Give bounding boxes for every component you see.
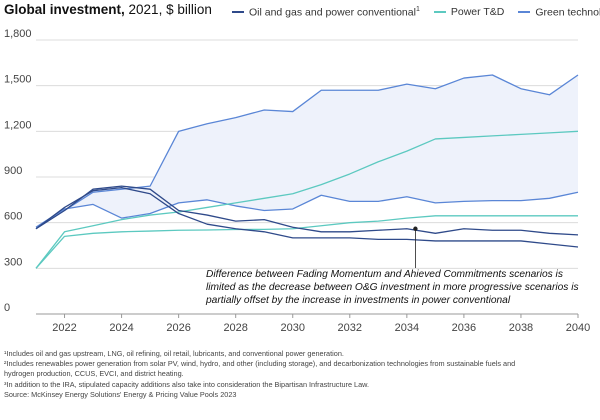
scenario-range-band (36, 75, 578, 229)
y-tick-label: 900 (4, 165, 22, 177)
power-t-d-series-line (35, 215, 578, 269)
title-bold: Global investment, (4, 2, 125, 17)
oil-and-gas-and-power-conventional-series-line (35, 185, 579, 236)
power-t-d-series-line (35, 130, 579, 269)
x-tick-label: 2040 (566, 322, 590, 334)
page-title: Global investment, 2021, $ billion (4, 2, 212, 17)
legend-swatch-power-td (433, 11, 446, 14)
footnote-2: ²Includes renewables power generation fr… (4, 359, 516, 369)
legend-item-green-tech: Green technologies2 (518, 6, 600, 19)
x-tick-label: 2022 (52, 322, 76, 334)
footnote-2-cont: hydrogen production, CCUS, EVCI, and dis… (4, 369, 184, 379)
x-tick-label: 2034 (395, 322, 419, 334)
source-note: Source: McKinsey Energy Solutions' Energ… (4, 389, 237, 399)
x-tick-label: 2032 (338, 322, 362, 334)
legend-swatch-green-tech (518, 11, 531, 14)
legend-item-power-td: Power T&D (433, 6, 505, 19)
footnotes: ¹Includes oil and gas upstream, LNG, oil… (4, 349, 596, 400)
x-tick-label: 2038 (509, 322, 533, 334)
y-tick-label: 300 (4, 256, 22, 268)
legend-label-power-td: Power T&D (450, 6, 505, 19)
legend-label-green-tech: Green technologies2 (535, 6, 600, 19)
oil-and-gas-and-power-conventional-series-line (35, 187, 579, 248)
footnote-1: ¹Includes oil and gas upstream, LNG, oil… (4, 349, 344, 358)
legend: Oil and gas and power conventional1 Powe… (232, 6, 600, 19)
green-technologies-series-line (35, 191, 579, 228)
y-tick-label: 600 (4, 211, 22, 223)
chart-annotation: Difference between Fading Momentum and A… (206, 269, 579, 306)
y-tick-label: 1,500 (4, 74, 32, 86)
y-tick-label: 1,800 (4, 28, 32, 40)
y-tick-label: 1,200 (4, 119, 32, 131)
legend-label-oil-gas: Oil and gas and power conventional1 (249, 6, 420, 19)
x-tick-label: 2024 (109, 322, 133, 334)
legend-item-oil-gas: Oil and gas and power conventional1 (232, 6, 420, 19)
x-tick-label: 2026 (166, 322, 190, 334)
footnote-3: ³In addition to the IRA, stipulated capa… (4, 379, 370, 389)
x-tick-label: 2030 (280, 322, 304, 334)
title-rest: 2021, $ billion (124, 2, 212, 17)
annotation-marker (413, 226, 418, 231)
y-tick-label: 0 (4, 302, 10, 314)
legend-swatch-oil-gas (232, 11, 244, 14)
x-tick-label: 2036 (452, 322, 476, 334)
x-tick-label: 2028 (223, 322, 247, 334)
